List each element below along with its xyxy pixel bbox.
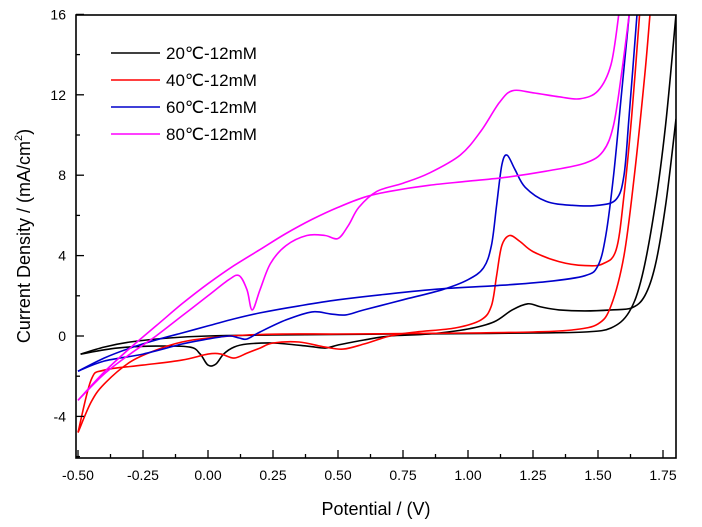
x-axis-title: Potential / (V) (321, 499, 430, 519)
y-axis-title-main: Current Density / (mA/cm (14, 141, 34, 343)
x-tick-label: 1.50 (584, 467, 611, 483)
series-2 (77, 15, 651, 433)
plot-frame (75, 14, 677, 459)
series-line-forward (80, 15, 676, 355)
y-tick-label: 0 (58, 328, 66, 344)
legend-item: 40℃-12mM (111, 71, 257, 90)
legend-label: 20℃-12mM (166, 44, 257, 63)
series-line-forward (77, 15, 630, 401)
x-tick-label: -0.25 (127, 467, 159, 483)
series-line-reverse (77, 15, 620, 401)
x-axis: -0.50 -0.25 0.00 0.25 0.50 0.75 1.00 1.25 1.50 1.… (62, 450, 677, 483)
y-tick-label: 16 (50, 6, 66, 22)
legend-label: 80℃-12mM (166, 125, 257, 144)
legend-item: 20℃-12mM (111, 44, 257, 63)
x-tick-label: 0.50 (324, 467, 351, 483)
x-tick-label: 1.75 (649, 467, 676, 483)
x-tick-label: 0.25 (259, 467, 286, 483)
y-tick-label: 12 (50, 87, 66, 103)
series-line-reverse (77, 15, 638, 372)
legend: 20℃-12mM 40℃-12mM 60℃-12mM 80℃-12mM (111, 44, 257, 144)
x-tick-label: 1.00 (454, 467, 481, 483)
y-tick-label: -4 (54, 408, 67, 424)
x-tick-label: 1.25 (519, 467, 546, 483)
series-line-reverse (80, 118, 676, 367)
series-4 (77, 15, 630, 401)
series-line-reverse (77, 15, 641, 433)
x-tick-label: 0.75 (389, 467, 416, 483)
series-layer (77, 15, 676, 433)
x-tick-label: 0.00 (194, 467, 221, 483)
y-axis-title-end: ) (14, 129, 34, 135)
y-tick-label: 4 (58, 248, 66, 264)
legend-label: 40℃-12mM (166, 71, 257, 90)
series-line-forward (77, 15, 630, 372)
legend-item: 80℃-12mM (111, 125, 257, 144)
legend-item: 60℃-12mM (111, 98, 257, 117)
series-line-forward (77, 15, 651, 433)
series-3 (77, 15, 638, 372)
y-axis: -4 0 4 8 12 16 (50, 6, 84, 458)
y-axis-title: Current Density / (mA/cm2) (13, 129, 34, 343)
y-tick-label: 8 (58, 167, 66, 183)
legend-label: 60℃-12mM (166, 98, 257, 117)
x-tick-label: -0.50 (62, 467, 94, 483)
y-axis-title-sup: 2 (13, 135, 25, 141)
